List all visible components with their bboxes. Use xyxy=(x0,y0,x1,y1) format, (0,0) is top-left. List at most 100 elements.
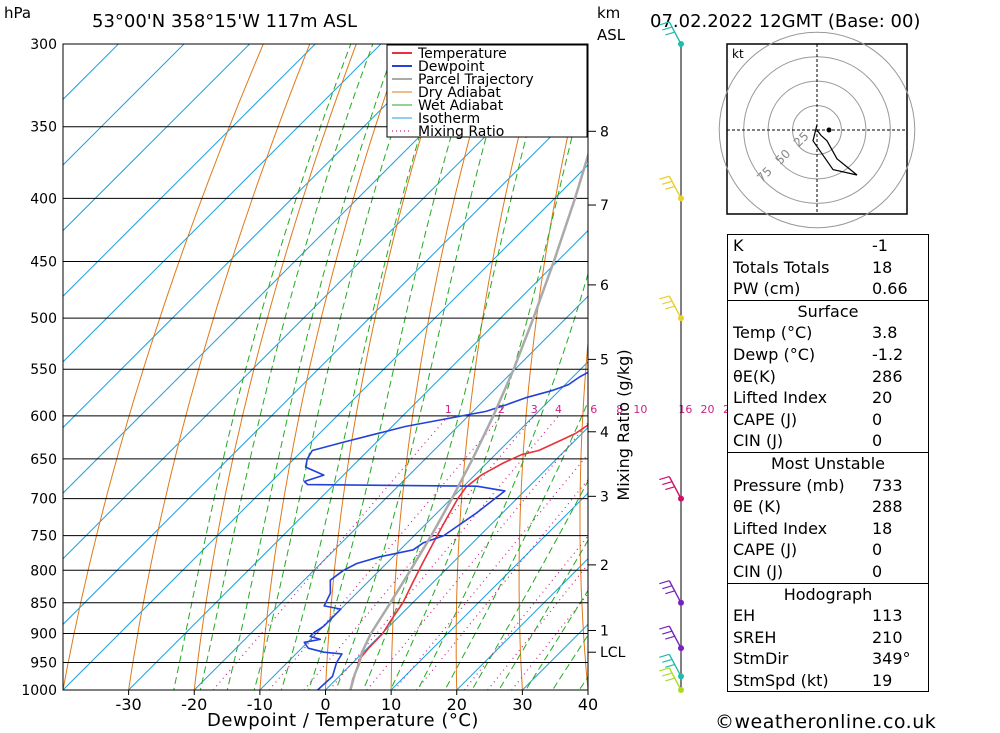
isotherm-line xyxy=(63,44,316,297)
surface-dewp-value: -1.2 xyxy=(872,344,904,364)
mu-cape-value: 0 xyxy=(872,540,883,560)
surface-cape-value: 0 xyxy=(872,409,883,429)
stmspd-value: 19 xyxy=(872,670,893,690)
pw-value: 0.66 xyxy=(872,279,908,299)
wet-adiabat-line xyxy=(498,539,588,690)
dry-adiabat-line xyxy=(193,44,357,690)
wind-barb-flag xyxy=(662,672,673,677)
mu-cape-row: CAPE (J) 0 xyxy=(728,539,928,561)
wind-barb-staff xyxy=(668,667,682,691)
mu-li-value: 18 xyxy=(872,518,893,538)
wind-barb-staff xyxy=(668,476,682,499)
height-unit-asl: ASL xyxy=(597,26,626,44)
pressure-tick-label: 400 xyxy=(30,191,57,207)
dry-adiabat-line xyxy=(959,7,1000,716)
pressure-unit-label: hPa xyxy=(4,4,32,22)
height-km-label: 6 xyxy=(600,278,609,294)
legend-temperature: Temperature xyxy=(417,46,507,62)
wind-barb-flag xyxy=(662,658,673,663)
stmdir-value: 349° xyxy=(872,649,911,669)
wet-adiabat-line xyxy=(471,479,588,690)
x-tick-label: -10 xyxy=(247,695,273,714)
sreh-row: SREH 210 xyxy=(728,627,928,649)
k-index-label: K xyxy=(733,236,744,255)
mu-li-row: Lifted Index 18 xyxy=(728,518,928,540)
dry-adiabat-line xyxy=(579,336,588,690)
hodograph-table-title: Hodograph xyxy=(783,584,873,604)
legend: Temperature Dewpoint Parcel Trajectory D… xyxy=(386,44,588,140)
wind-barb-flag xyxy=(659,21,670,26)
wind-barb-staff xyxy=(668,21,682,45)
legend-mixing-ratio: Mixing Ratio xyxy=(418,124,504,140)
pressure-tick-label: 800 xyxy=(30,563,57,579)
wind-barb-staff xyxy=(668,580,682,604)
surface-cape-label: CAPE (J) xyxy=(733,409,798,429)
hodograph-table-section: Hodograph EH 113 SREH 210 StmDir 349° StmSp… xyxy=(728,582,928,692)
mu-pressure-label: Pressure (mb) xyxy=(733,475,845,495)
wind-barb-flag xyxy=(659,625,670,630)
wind-barb-flag xyxy=(665,305,676,310)
wind-barb-flag xyxy=(665,185,676,190)
wet-adiabat-line xyxy=(226,44,397,690)
wind-barb-staff xyxy=(668,175,682,199)
wind-barb-flag xyxy=(665,31,676,36)
wind-barb-flag xyxy=(659,667,670,672)
totals-value: 18 xyxy=(872,257,893,277)
isotherm-line xyxy=(63,44,185,166)
pressure-tick-label: 450 xyxy=(30,255,57,271)
isotherm-line xyxy=(193,295,588,690)
height-km-label: 5 xyxy=(600,352,609,368)
mixing-ratio-label: 10 xyxy=(633,403,647,416)
wet-adiabat-line xyxy=(525,589,588,690)
mixing-ratio-label: 1 xyxy=(445,403,452,416)
wet-adiabat-line xyxy=(199,44,374,690)
plot-frame xyxy=(62,43,589,691)
mixing-ratio-line xyxy=(303,415,535,690)
dry-adiabat-line xyxy=(324,44,450,690)
wind-barb-flag xyxy=(665,590,676,595)
wet-adiabat-line xyxy=(362,44,552,690)
surface-dewp-label: Dewp (°C) xyxy=(733,344,816,364)
surface-temp-value: 3.8 xyxy=(872,323,898,343)
hodograph-ring xyxy=(718,31,916,229)
totals-label: Totals Totals xyxy=(733,257,830,277)
pw-row: PW (cm) 0.66 xyxy=(728,278,928,300)
mu-theta-row: θE (K) 288 xyxy=(728,496,928,518)
x-tick-label: -30 xyxy=(116,695,142,714)
wind-barb-staff xyxy=(668,653,682,677)
indices-table: K -1 Totals Totals 18 PW (cm) 0.66 Surface … xyxy=(727,234,929,693)
wind-barb-flag xyxy=(665,663,676,668)
stmdir-label: StmDir xyxy=(733,649,789,669)
hodograph-trace xyxy=(812,124,858,176)
copyright-text[interactable]: ©weatheronline.co.uk xyxy=(715,711,937,733)
mixing-ratio-label: 4 xyxy=(555,403,562,416)
pressure-tick-label: 350 xyxy=(30,120,57,136)
mixing-ratio-line xyxy=(268,415,502,690)
x-tick-label: -20 xyxy=(181,695,207,714)
surface-theta-value: 286 xyxy=(872,366,903,386)
surface-temp-row: Temp (°C) 3.8 xyxy=(728,322,928,344)
mu-theta-label: θE (K) xyxy=(733,497,781,517)
wet-adiabat-line xyxy=(307,44,480,690)
surface-theta-label: θE(K) xyxy=(733,366,776,386)
height-km-label: 1 xyxy=(600,623,609,639)
surface-title: Surface xyxy=(797,301,859,321)
wind-barb-flag xyxy=(659,175,670,180)
eh-row: EH 113 xyxy=(728,605,928,627)
surface-cape-row: CAPE (J) 0 xyxy=(728,409,928,431)
mu-theta-value: 288 xyxy=(872,497,903,517)
height-km-label: 4 xyxy=(600,425,609,441)
hodograph-storm-point xyxy=(826,127,832,133)
pressure-tick-label: 900 xyxy=(30,626,57,642)
pressure-tick-label: 550 xyxy=(30,362,57,378)
wet-adiabat-line xyxy=(389,69,588,690)
eh-label: EH xyxy=(733,606,756,626)
wind-barb-flag xyxy=(665,677,676,682)
isotherm-line xyxy=(63,44,251,232)
surface-li-label: Lifted Index xyxy=(733,388,828,408)
legend-wet-adiabat: Wet Adiabat xyxy=(418,98,504,114)
pressure-tick-label: 950 xyxy=(30,655,57,671)
surface-dewp-row: Dewp (°C) -1.2 xyxy=(728,344,928,366)
pw-label: PW (cm) xyxy=(733,279,801,299)
